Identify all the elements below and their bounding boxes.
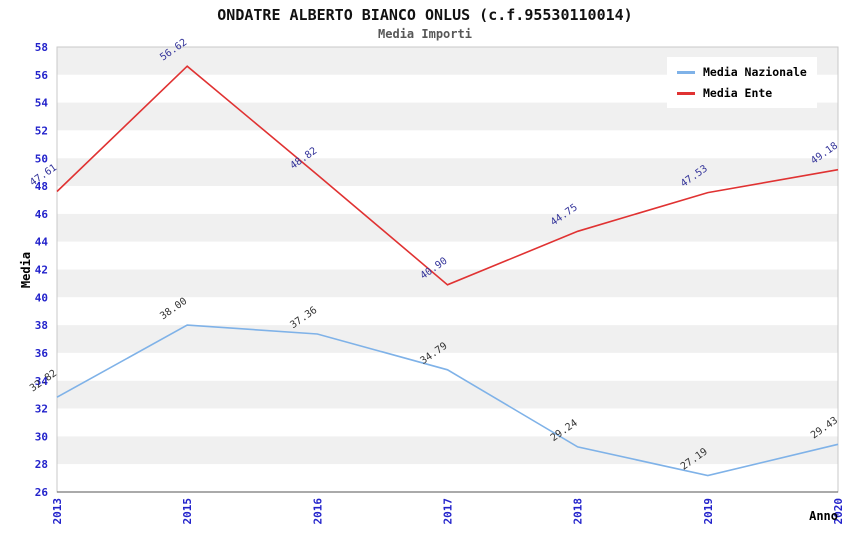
- plot-band: [57, 325, 838, 353]
- x-tick-label: 2017: [442, 498, 455, 525]
- y-tick-label: 48: [35, 180, 48, 193]
- y-tick-label: 56: [35, 69, 49, 82]
- y-tick-label: 34: [35, 375, 49, 388]
- y-tick-label: 28: [35, 458, 48, 471]
- x-tick-label: 2015: [181, 498, 194, 525]
- plot-band: [57, 186, 838, 214]
- y-tick-label: 42: [35, 264, 48, 277]
- y-tick-label: 38: [35, 319, 48, 332]
- plot-band: [57, 158, 838, 187]
- x-tick-label: 2018: [572, 498, 585, 525]
- legend: Media Nazionale Media Ente: [667, 57, 817, 108]
- plot-band: [57, 241, 838, 270]
- plot-band: [57, 436, 838, 465]
- y-tick-label: 52: [35, 124, 48, 137]
- y-tick-label: 26: [35, 486, 49, 499]
- y-tick-label: 44: [35, 236, 49, 249]
- y-tick-label: 46: [35, 208, 49, 221]
- chart-subtitle: Media Importi: [378, 27, 472, 41]
- y-tick-label: 30: [35, 430, 48, 443]
- y-tick-label: 54: [35, 97, 49, 110]
- y-tick-label: 50: [35, 152, 48, 165]
- x-tick-label: 2013: [51, 498, 64, 525]
- plot-band: [57, 297, 838, 326]
- series-line-media-ente: [56, 65, 839, 286]
- legend-swatch-media-ente: [677, 91, 695, 95]
- y-axis-title: Media: [19, 252, 33, 288]
- point-label: 32.82: [28, 368, 59, 394]
- legend-label-media-ente: Media Ente: [703, 86, 773, 100]
- x-axis-title: Anno: [809, 509, 838, 523]
- x-tick-label: 2020: [832, 498, 845, 525]
- plot-band: [57, 213, 838, 242]
- plot-band: [57, 269, 838, 298]
- legend-item-media-nazionale: Media Nazionale: [677, 65, 807, 79]
- x-tick-label: 2016: [311, 498, 324, 525]
- legend-swatch-media-nazionale: [677, 70, 695, 74]
- plot-band: [57, 130, 838, 159]
- plot-band: [57, 464, 838, 492]
- plot-band: [57, 408, 838, 437]
- y-tick-label: 40: [35, 291, 48, 304]
- y-tick-label: 58: [35, 41, 48, 54]
- legend-item-media-ente: Media Ente: [677, 86, 807, 100]
- y-tick-label: 36: [35, 347, 49, 360]
- x-tick-label: 2019: [702, 498, 715, 525]
- chart-title: ONDATRE ALBERTO BIANCO ONLUS (c.f.955301…: [217, 6, 633, 24]
- y-tick-label: 32: [35, 403, 48, 416]
- legend-label-media-nazionale: Media Nazionale: [703, 65, 807, 79]
- plot-band: [57, 352, 838, 381]
- series-line-media-nazionale: [56, 324, 839, 477]
- plot-band: [57, 380, 838, 409]
